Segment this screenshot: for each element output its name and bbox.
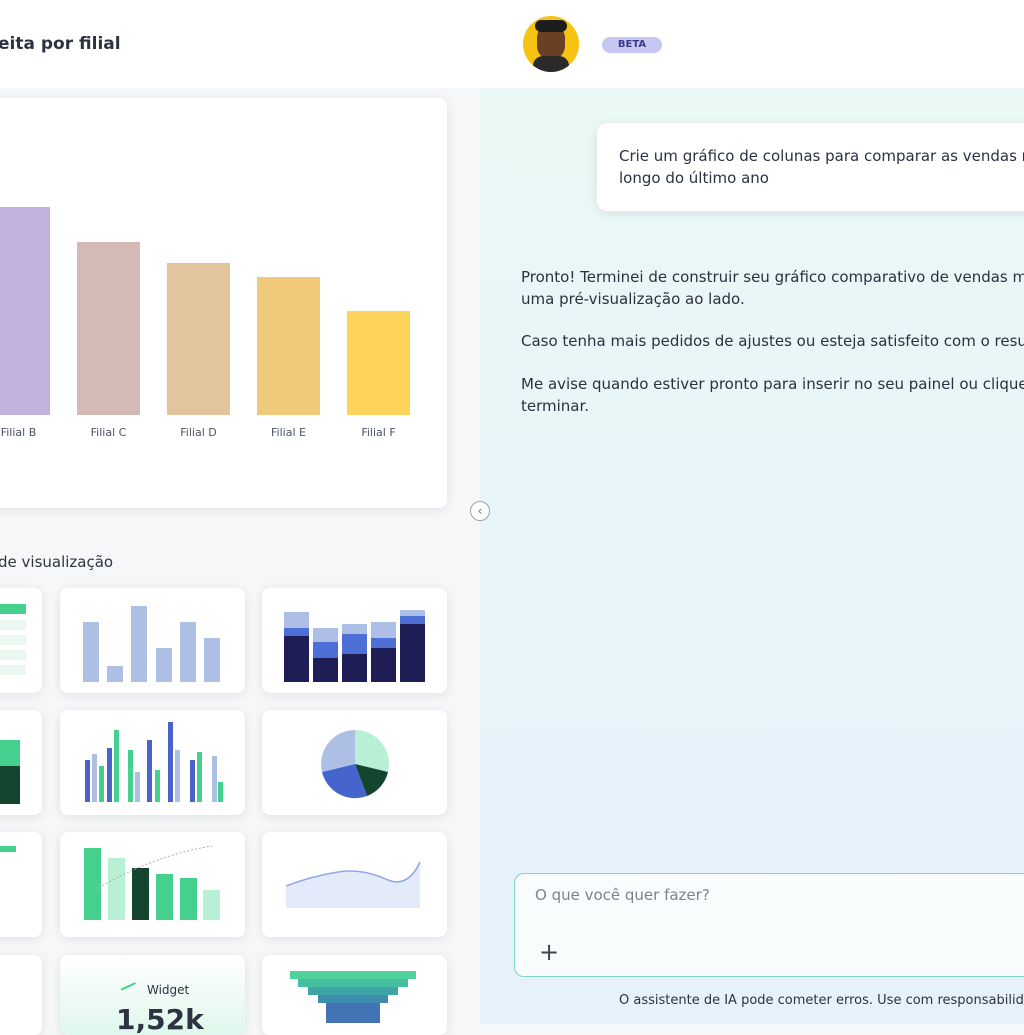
assistant-line: terminar. — [521, 397, 590, 415]
input-placeholder: O que você quer fazer? — [535, 886, 710, 904]
bar — [167, 263, 230, 415]
bar — [347, 311, 410, 415]
widget-value: 1,52k — [116, 1003, 204, 1035]
disclaimer: O assistente de IA pode cometer erros. U… — [619, 993, 1024, 1008]
attach-button[interactable]: + — [539, 938, 560, 966]
thumb-funnel[interactable] — [262, 955, 447, 1035]
bar — [0, 207, 50, 415]
gallery-title: de visualização — [0, 553, 114, 571]
thumb-area-art — [285, 861, 421, 908]
chart-card: Filial B Filial C Filial D Filial E Filial F — [0, 98, 447, 508]
beta-badge: BETA — [602, 37, 662, 53]
widget-label: Widget — [147, 983, 190, 997]
x-tick-label: Filial B — [1, 426, 37, 439]
x-tick-label: Filial E — [271, 426, 306, 439]
thumb-grouped[interactable] — [60, 710, 245, 815]
bar — [257, 277, 320, 415]
thumb-area[interactable] — [262, 832, 447, 937]
bar — [77, 242, 140, 415]
x-tick-label: Filial C — [91, 426, 127, 439]
thumb-stacked[interactable] — [262, 588, 447, 693]
x-tick-label: Filial D — [180, 426, 216, 439]
thumb-stacked-art — [284, 610, 425, 682]
thumb-column[interactable] — [60, 588, 245, 693]
page-title: eita por filial — [0, 34, 121, 54]
avatar[interactable] — [523, 16, 579, 72]
thumb-table[interactable] — [0, 588, 42, 693]
assistant-line: Pronto! Terminei de construir seu gráfic… — [521, 268, 1024, 286]
thumb-stacked-green[interactable] — [0, 710, 42, 815]
x-tick-label: Filial F — [361, 426, 395, 439]
thumb-pie-art — [321, 730, 389, 799]
header — [0, 0, 1024, 88]
thumb-widget[interactable]: Widget 1,52k — [60, 955, 245, 1035]
assistant-line: uma pré-visualização ao lado. — [521, 290, 745, 308]
thumb-bar[interactable] — [0, 832, 42, 937]
chat-panel — [480, 88, 1024, 1024]
user-message: Crie um gráfico de colunas para comparar… — [597, 123, 1024, 211]
thumb-kpi[interactable] — [0, 955, 42, 1035]
thumb-combo-art — [84, 845, 220, 920]
assistant-line: Caso tenha mais pedidos de ajustes ou es… — [521, 332, 1024, 350]
message-line: longo do último ano — [619, 169, 769, 187]
thumb-column-art — [83, 606, 220, 682]
thumb-combo[interactable] — [60, 832, 245, 937]
message-line: Crie um gráfico de colunas para comparar… — [619, 147, 1024, 165]
collapse-button[interactable]: ‹ — [470, 501, 490, 521]
thumb-grouped-art — [85, 722, 223, 802]
bar-chart: Filial B Filial C Filial D Filial E Filial F — [0, 207, 410, 439]
thumb-pie[interactable] — [262, 710, 447, 815]
chat-input[interactable]: O que você quer fazer? + — [514, 873, 1024, 977]
assistant-line: Me avise quando estiver pronto para inse… — [521, 375, 1024, 393]
